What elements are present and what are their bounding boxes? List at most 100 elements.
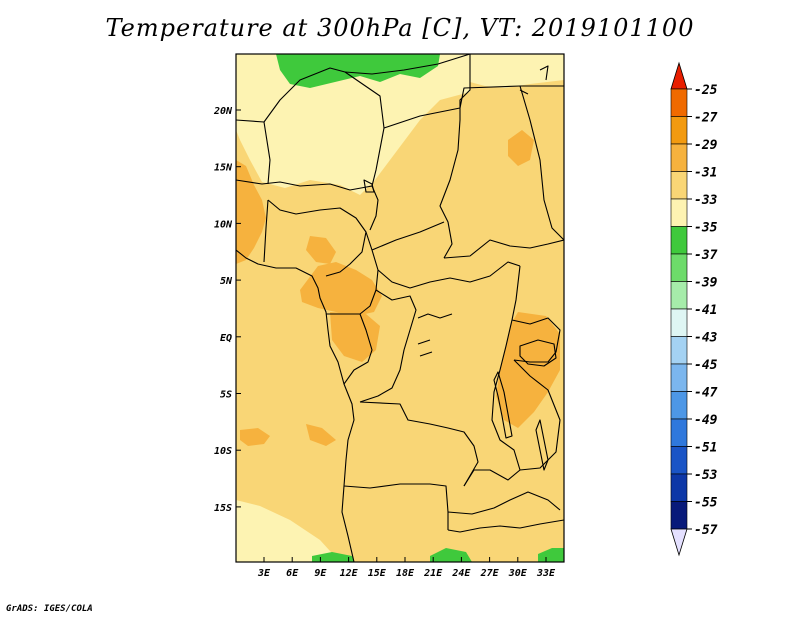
colorbar-label: -33 [694,193,718,208]
lat-tick-label: 10N [214,219,233,230]
colorbar-box [670,171,688,200]
lake-malawi [535,419,549,471]
colorbar-label: -51 [694,441,717,456]
lat-tick-label: 5S [220,390,232,401]
lon-tick-label: 9E [314,568,327,579]
field-region-west-warm [236,160,266,264]
colorbar-label: -45 [694,358,718,373]
colorbar-box [670,226,688,255]
river-marks [417,313,453,357]
lat-tick-label: 20N [213,106,233,117]
colorbar-box [670,116,688,145]
latitude-ticks: 20N 15N 10N 5N EQ 5S 10S 15S [213,106,241,514]
border-uganda [511,317,561,363]
map-title: Temperature at 300hPa [C], VT: 201910110… [105,14,695,42]
lake-chad [363,179,375,193]
border-north-2 [344,54,471,75]
colorbar-box [670,336,688,365]
colorbar-label: -53 [694,468,718,483]
field-region-south-green-3 [538,548,564,562]
colorbar-box [670,391,688,420]
border-sudan-east [519,85,564,241]
border-north-1 [236,67,385,187]
lat-tick-label: EQ [220,333,232,344]
lat-tick-label: 15N [214,163,233,174]
colorbar-box [670,308,688,337]
border-south-sudan [443,239,564,259]
border-mali [263,121,271,185]
border-congo [343,313,373,385]
colorbar-label: -43 [694,331,718,346]
field-region-sw-warm [240,428,270,446]
colorbar: -25 -27 -29 -31 -33 -35 -37 -39 -41 -43 -45 -47 -49 -… [670,61,718,557]
border-tanzania [513,359,561,471]
colorbar-label: -55 [694,496,718,511]
colorbar-top-arrow [670,61,688,90]
field-region-south-cool [236,500,340,562]
border-east-edge [519,65,549,95]
colorbar-box [670,88,688,117]
lat-tick-label: 15S [214,503,232,514]
colorbar-label: -29 [694,138,718,153]
colorbar-box [670,418,688,447]
longitude-ticks: 3E 6E 9E 12E 15E 18E 21E 24E 27E 30E 33E [257,557,556,579]
colorbar-label: -37 [694,248,718,263]
lake-victoria [519,339,557,367]
border-libya-egypt [459,54,471,120]
lon-tick-label: 30E [508,568,528,579]
border-namibia [447,519,564,533]
lon-tick-label: 15E [368,568,387,579]
colorbar-box [670,473,688,502]
lon-tick-label: 21E [423,568,443,579]
field-region-sw-warm-2 [306,424,336,446]
field-region-north-green [276,54,440,88]
colorbar-label: -27 [694,111,718,126]
field-region-cameroon-warm-2 [306,236,336,264]
border-chad-car [371,221,445,251]
border-niger [236,179,379,231]
lon-tick-label: 18E [396,568,415,579]
field-region-south-green-1 [312,552,354,562]
colorbar-label: -57 [694,523,718,538]
plot-frame [235,53,565,563]
field-region-cameroon-warm [300,262,382,316]
colorbar-box [670,446,688,475]
colorbar-box [670,363,688,392]
lat-tick-label: 10S [214,446,232,457]
border-drc-south [359,401,479,487]
border-chad-sudan [439,119,461,259]
field-region-gabon-warm [330,312,380,362]
colorbar-label: -35 [694,221,718,236]
coastline-west [236,249,355,562]
colorbar-box [670,501,688,530]
colorbar-label: -41 [694,303,717,318]
lon-tick-label: 24E [451,568,471,579]
colorbar-box [670,198,688,227]
colorbar-label: -25 [694,83,718,98]
colorbar-box [670,281,688,310]
lat-tick-label: 5N [220,276,233,287]
colorbar-box [670,143,688,172]
lon-tick-label: 27E [480,568,500,579]
lake-tanganyika [493,371,513,439]
field-region-ne-warm [508,130,534,166]
grads-credit: GrADS: IGES/COLA [6,604,93,614]
lon-tick-label: 3E [257,568,271,579]
border-car [377,261,521,289]
border-drc-east [463,265,521,487]
colorbar-bottom-arrow [670,528,688,557]
colorbar-label: -31 [694,166,717,181]
border-chad-north [383,85,564,129]
colorbar-box [670,253,688,282]
colorbar-label: -49 [694,413,718,428]
border-drc-north [359,289,417,403]
colorbar-label: -47 [694,386,718,401]
colorbar-label: -39 [694,276,718,291]
field-region-north-cool [236,54,470,195]
country-borders [236,54,564,562]
border-nigeria [267,199,367,277]
border-nigeria-west [263,199,269,263]
lon-tick-label: 12E [340,568,359,579]
lon-tick-label: 6E [286,568,299,579]
